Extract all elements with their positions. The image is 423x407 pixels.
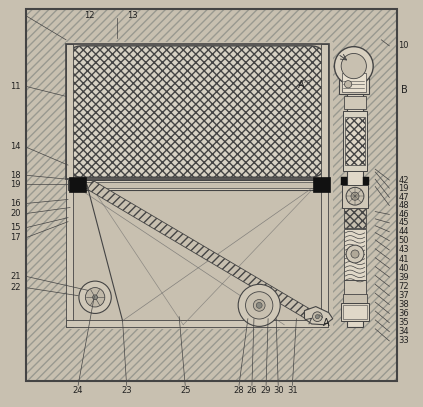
- Text: B: B: [401, 85, 407, 95]
- Text: 19: 19: [398, 184, 409, 193]
- Bar: [341, 302, 369, 321]
- Bar: [345, 116, 365, 165]
- Bar: [66, 319, 328, 327]
- Polygon shape: [305, 306, 333, 325]
- Text: A: A: [323, 318, 329, 328]
- Bar: [342, 185, 368, 208]
- Text: 39: 39: [398, 273, 409, 282]
- Text: 12: 12: [84, 11, 95, 20]
- Text: 33: 33: [398, 337, 409, 346]
- Text: 37: 37: [398, 291, 409, 300]
- Text: 11: 11: [10, 82, 21, 91]
- Text: 14: 14: [10, 142, 21, 151]
- Bar: [69, 177, 86, 192]
- Bar: [343, 208, 366, 228]
- Bar: [347, 94, 363, 327]
- Bar: [80, 182, 315, 188]
- Circle shape: [313, 312, 322, 322]
- Text: 36: 36: [398, 309, 409, 318]
- Bar: [343, 229, 366, 280]
- Circle shape: [351, 192, 359, 200]
- Text: 34: 34: [398, 327, 409, 336]
- Text: 43: 43: [398, 245, 409, 254]
- Text: 29: 29: [261, 386, 271, 395]
- Circle shape: [256, 302, 262, 309]
- Text: 44: 44: [398, 227, 409, 236]
- Text: 23: 23: [121, 386, 132, 395]
- Text: 30: 30: [273, 386, 283, 395]
- Bar: [342, 73, 366, 92]
- Text: 38: 38: [398, 300, 409, 309]
- Text: 47: 47: [398, 193, 409, 202]
- Bar: [321, 44, 328, 327]
- Circle shape: [79, 281, 111, 313]
- Text: 17: 17: [10, 233, 21, 242]
- Text: 41: 41: [398, 255, 409, 264]
- Text: 46: 46: [398, 210, 409, 219]
- Text: 18: 18: [10, 171, 21, 180]
- Circle shape: [253, 300, 265, 311]
- Text: 42: 42: [398, 175, 409, 184]
- Text: 31: 31: [287, 386, 298, 395]
- Circle shape: [93, 295, 98, 300]
- FancyBboxPatch shape: [68, 46, 325, 177]
- Circle shape: [85, 288, 105, 307]
- Text: 40: 40: [398, 264, 409, 273]
- Text: 19: 19: [10, 179, 21, 188]
- Circle shape: [346, 245, 364, 263]
- Bar: [313, 177, 330, 192]
- Circle shape: [238, 284, 280, 326]
- Bar: [363, 177, 369, 185]
- Bar: [343, 294, 367, 302]
- Bar: [344, 280, 365, 296]
- Circle shape: [245, 292, 273, 319]
- Text: 21: 21: [10, 272, 21, 281]
- Bar: [68, 179, 328, 190]
- Bar: [66, 44, 73, 327]
- Text: A: A: [298, 81, 305, 90]
- Circle shape: [351, 250, 359, 258]
- Text: 50: 50: [398, 236, 409, 245]
- Text: 10: 10: [398, 42, 409, 50]
- Text: 26: 26: [247, 386, 257, 395]
- Bar: [343, 111, 367, 171]
- Polygon shape: [88, 180, 315, 321]
- Bar: [344, 96, 365, 109]
- Circle shape: [346, 187, 364, 205]
- Text: 25: 25: [180, 386, 190, 395]
- Text: 15: 15: [10, 223, 21, 232]
- Circle shape: [341, 53, 366, 79]
- Circle shape: [316, 315, 319, 319]
- Text: 28: 28: [233, 386, 244, 395]
- Circle shape: [344, 81, 352, 88]
- Text: 45: 45: [398, 219, 409, 228]
- Text: 24: 24: [73, 386, 83, 395]
- Bar: [66, 42, 333, 329]
- Bar: [66, 44, 329, 179]
- Bar: [339, 71, 369, 94]
- Text: 16: 16: [10, 199, 21, 208]
- Text: 35: 35: [398, 318, 409, 327]
- Text: 72: 72: [398, 282, 409, 291]
- Bar: [341, 177, 347, 185]
- Text: 22: 22: [10, 283, 21, 292]
- Circle shape: [335, 47, 373, 85]
- Text: 20: 20: [10, 209, 21, 218]
- Text: 48: 48: [398, 201, 409, 210]
- Text: 13: 13: [127, 11, 138, 20]
- Bar: [343, 304, 367, 319]
